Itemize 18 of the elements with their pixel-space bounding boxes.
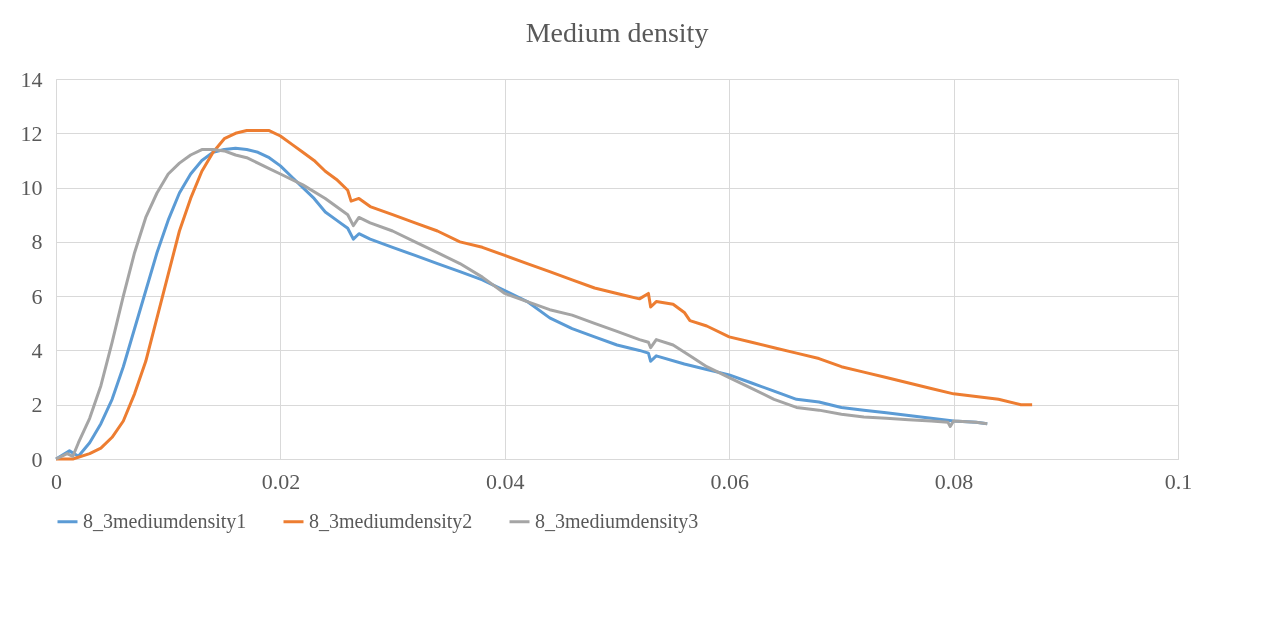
y-tick-label: 0 bbox=[31, 446, 43, 472]
legend-label: 8_3mediumdensity1 bbox=[83, 509, 247, 533]
legend-label: 8_3mediumdensity3 bbox=[535, 509, 699, 533]
x-tick-label: 0.04 bbox=[486, 468, 525, 494]
x-tick-label: 0.06 bbox=[710, 468, 749, 494]
x-tick-label: 0 bbox=[51, 468, 62, 494]
y-tick-label: 6 bbox=[31, 283, 43, 309]
x-tick-label: 0.08 bbox=[934, 468, 974, 494]
y-tick-label: 8 bbox=[31, 229, 43, 255]
y-tick-label: 10 bbox=[20, 175, 43, 201]
x-tick-label: 0.02 bbox=[261, 468, 301, 494]
y-tick-label: 4 bbox=[31, 337, 43, 363]
x-tick-label: 0.1 bbox=[1164, 468, 1193, 494]
y-tick-label: 14 bbox=[20, 66, 43, 92]
y-tick-label: 2 bbox=[31, 392, 43, 418]
y-tick-label: 12 bbox=[20, 120, 43, 146]
chart-title: Medium density bbox=[525, 17, 709, 48]
legend-label: 8_3mediumdensity2 bbox=[309, 509, 473, 533]
